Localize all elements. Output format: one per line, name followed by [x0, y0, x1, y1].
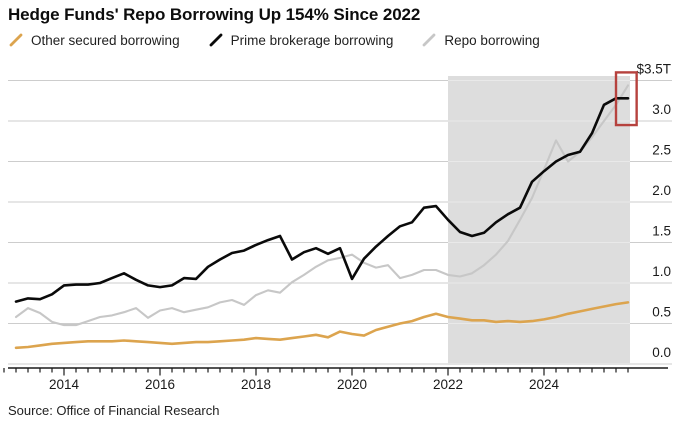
x-axis-tick-label: 2024 — [529, 377, 560, 392]
x-axis-tick-label: 2020 — [337, 377, 367, 392]
y-axis-tick-label: 0.0 — [652, 345, 671, 360]
y-axis-tick-label: 3.0 — [652, 102, 671, 117]
chart-legend: Other secured borrowing Prime brokerage … — [8, 32, 540, 48]
series-line-prime-brokerage-borrowing — [14, 97, 630, 303]
y-axis-tick-label: 0.5 — [652, 305, 671, 320]
legend-label: Prime brokerage borrowing — [230, 32, 394, 48]
y-axis-tick-label: 2.5 — [652, 143, 671, 158]
legend-item-repo: Repo borrowing — [421, 32, 540, 48]
shaded-region-since-2022 — [448, 76, 630, 365]
series-line-other-secured-borrowing — [14, 301, 630, 350]
x-axis-tick-label: 2014 — [49, 377, 80, 392]
y-axis-tick-label: $3.5T — [636, 62, 671, 77]
x-axis-tick-label: 2016 — [145, 377, 175, 392]
x-axis-tick-label: 2018 — [241, 377, 271, 392]
highlight-box — [614, 71, 638, 127]
line-marker-icon — [209, 33, 222, 47]
line-marker-icon — [423, 33, 436, 47]
legend-item-other-secured: Other secured borrowing — [8, 32, 180, 48]
legend-label: Repo borrowing — [444, 32, 540, 48]
source-note: Source: Office of Financial Research — [8, 403, 220, 418]
chart-title: Hedge Funds' Repo Borrowing Up 154% Sinc… — [8, 5, 421, 24]
y-axis-tick-label: 1.5 — [652, 224, 671, 239]
y-axis-tick-label: 2.0 — [652, 183, 671, 198]
y-axis-tick-label: 1.0 — [652, 264, 671, 279]
x-axis-tick-label: 2022 — [433, 377, 463, 392]
legend-item-prime-brokerage: Prime brokerage borrowing — [208, 32, 394, 48]
legend-label: Other secured borrowing — [31, 32, 180, 48]
series-line-repo-borrowing — [14, 84, 630, 327]
line-marker-icon — [9, 33, 23, 47]
